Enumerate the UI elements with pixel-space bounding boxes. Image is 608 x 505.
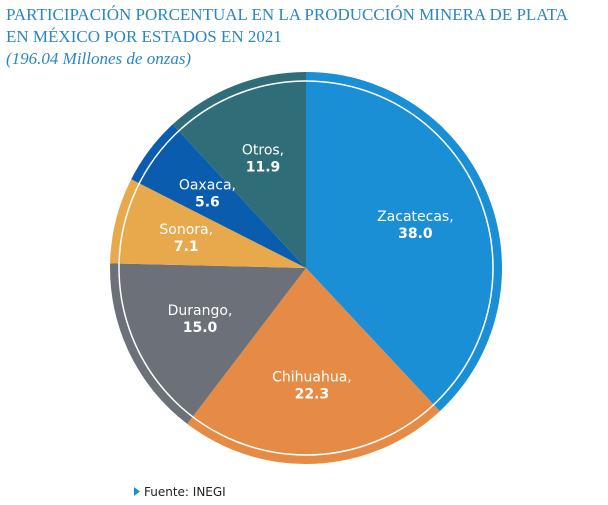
slice-value: 22.3 — [295, 386, 330, 402]
slice-label: Otros, — [242, 143, 284, 159]
slice-value: 5.6 — [195, 195, 220, 211]
chart-title: PARTICIPACIÓN PORCENTUAL EN LA PRODUCCIÓ… — [6, 5, 569, 24]
pie-slice — [187, 268, 440, 464]
pie-slice — [306, 72, 503, 412]
slice-label: Sonora, — [159, 222, 213, 238]
source-marker — [134, 487, 140, 496]
pie-slice — [131, 124, 306, 268]
source: Fuente: INEGI — [144, 485, 226, 499]
slice-label: Zacatecas, — [377, 209, 454, 225]
slice-value: 7.1 — [174, 239, 199, 255]
slice-label: Durango, — [168, 303, 233, 319]
slice-label: Chihuahua, — [272, 369, 352, 385]
slice-value: 15.0 — [183, 320, 218, 336]
pie: Zacatecas,38.0 Chihuahua,22.3 Durango,15.0… — [110, 72, 503, 464]
chart-title-line2: EN MÉXICO POR ESTADOS EN 2021 — [6, 27, 282, 46]
slice-value: 38.0 — [398, 226, 433, 242]
pie-slice — [172, 72, 306, 268]
chart-subtitle: (196.04 Millones de onzas) — [6, 49, 191, 68]
pie-slice — [110, 179, 307, 268]
inner-ring — [118, 80, 494, 456]
slice-value: 11.9 — [246, 160, 281, 176]
slice-label: Oaxaca, — [179, 178, 236, 194]
